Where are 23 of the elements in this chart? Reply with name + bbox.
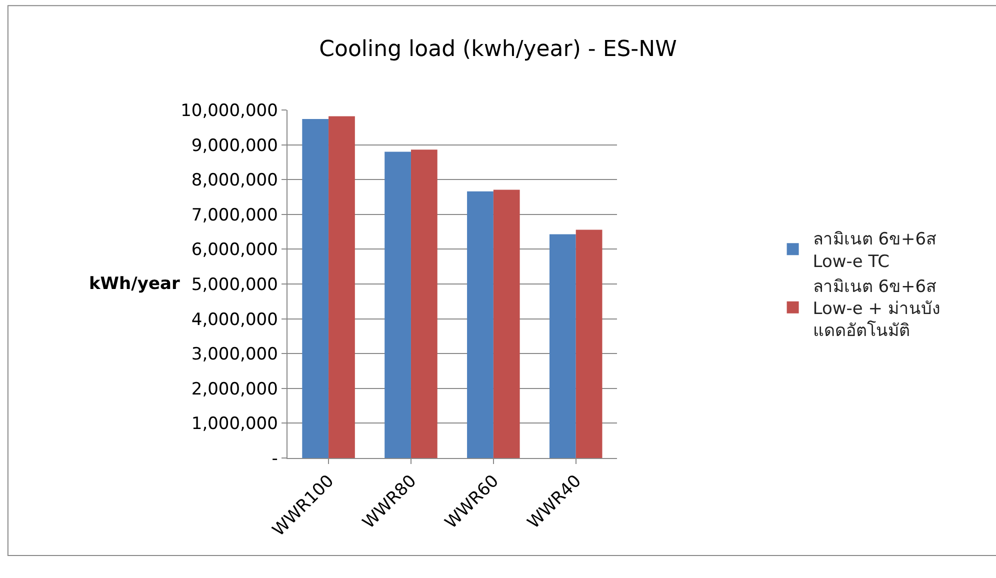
y-tick-label: 6,000,000 <box>191 240 278 260</box>
bar <box>467 191 494 458</box>
bar <box>302 119 329 458</box>
legend-label: ลามิเนต 6ข+6ส Low-e TC <box>812 230 938 272</box>
y-tick-label: 8,000,000 <box>191 170 278 191</box>
y-tick-label: 10,000,000 <box>180 100 278 121</box>
y-tick-label: 3,000,000 <box>191 344 278 365</box>
y-axis-title: kWh/year <box>89 274 180 294</box>
y-tick-label: 2,000,000 <box>191 379 278 400</box>
bar <box>410 150 438 458</box>
bar <box>384 152 411 458</box>
bar <box>549 234 576 458</box>
y-tick-label: 5,000,000 <box>191 274 278 295</box>
legend-label: ลามิเนต 6ข+6ส Low-e + ม่านบัง แดดอัตโนมัติ <box>812 276 940 342</box>
bar <box>576 230 602 458</box>
y-tick-label: - <box>272 448 278 469</box>
bar <box>328 116 355 458</box>
bar <box>493 190 520 458</box>
y-tick-label: 9,000,000 <box>191 136 278 156</box>
y-tick-label: 4,000,000 <box>191 310 278 330</box>
y-tick-label: 1,000,000 <box>191 414 278 434</box>
y-tick-label: 7,000,000 <box>191 205 278 226</box>
chart-title: Cooling load (kwh/year) - ES-NW <box>319 36 678 62</box>
